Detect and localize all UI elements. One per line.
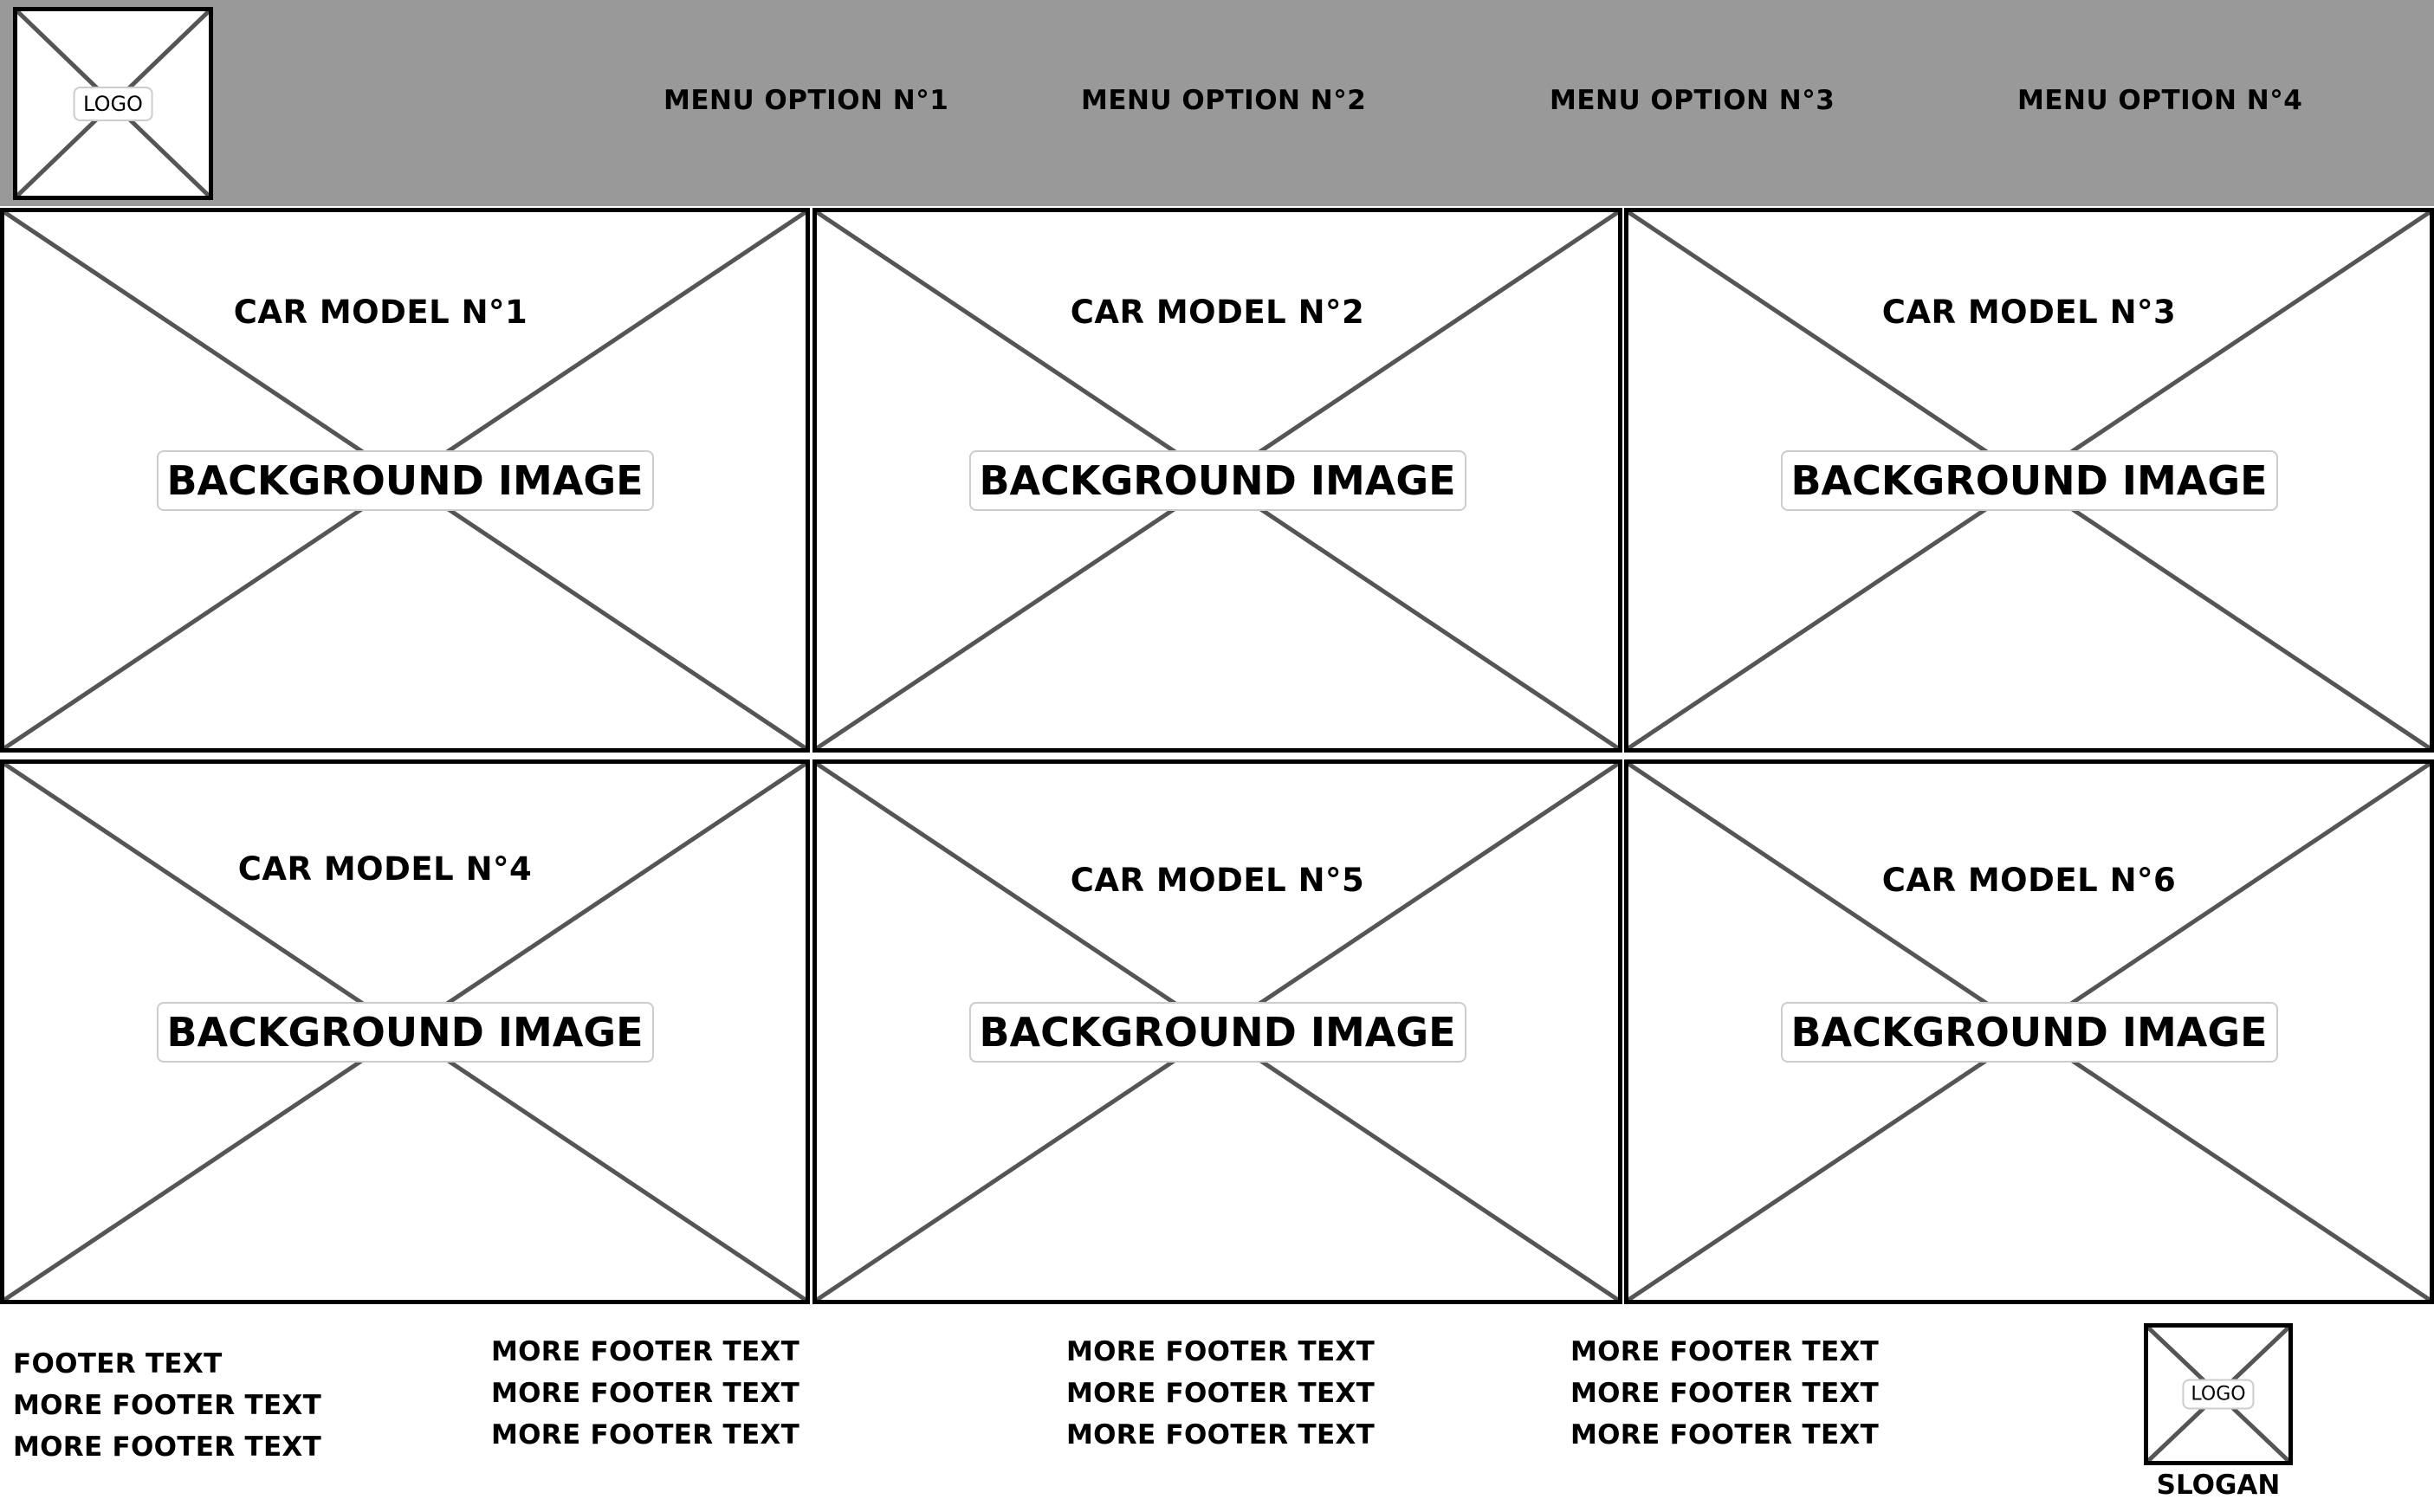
car-model-title: CAR MODEL N°1 <box>233 294 528 331</box>
footer-column-3: MORE FOOTER TEXT MORE FOOTER TEXT MORE F… <box>1066 1331 1375 1456</box>
footer-text: MORE FOOTER TEXT <box>13 1390 322 1421</box>
menu-option-4[interactable]: MENU OPTION N°4 <box>2017 85 2303 116</box>
footer-logo[interactable]: LOGO <box>2144 1323 2293 1465</box>
background-image-label: BACKGROUND IMAGE <box>156 1001 654 1063</box>
car-model-title: CAR MODEL N°2 <box>1070 294 1365 331</box>
car-model-title: CAR MODEL N°4 <box>237 850 533 888</box>
car-model-card-2[interactable]: CAR MODEL N°2 BACKGROUND IMAGE <box>812 208 1622 753</box>
logo-label: LOGO <box>2182 1379 2255 1410</box>
footer-text: MORE FOOTER TEXT <box>491 1336 800 1367</box>
footer-slogan: SLOGAN <box>2156 1470 2281 1501</box>
background-image-label: BACKGROUND IMAGE <box>1780 1001 2278 1063</box>
car-model-title: CAR MODEL N°5 <box>1070 862 1365 899</box>
footer-text: FOOTER TEXT <box>13 1348 223 1380</box>
footer-text: MORE FOOTER TEXT <box>491 1419 800 1451</box>
car-model-card-1[interactable]: CAR MODEL N°1 BACKGROUND IMAGE <box>0 208 810 753</box>
footer-column-2: MORE FOOTER TEXT MORE FOOTER TEXT MORE F… <box>491 1331 799 1456</box>
car-model-card-6[interactable]: CAR MODEL N°6 BACKGROUND IMAGE <box>1624 759 2434 1304</box>
footer-column-1: FOOTER TEXT MORE FOOTER TEXT MORE FOOTER… <box>13 1343 321 1468</box>
footer-text: MORE FOOTER TEXT <box>491 1378 800 1409</box>
footer-text: MORE FOOTER TEXT <box>1066 1336 1376 1367</box>
car-model-card-4[interactable]: CAR MODEL N°4 BACKGROUND IMAGE <box>0 759 810 1304</box>
footer-text: MORE FOOTER TEXT <box>1570 1378 1880 1409</box>
car-model-title: CAR MODEL N°3 <box>1881 294 2177 331</box>
menu-option-1[interactable]: MENU OPTION N°1 <box>664 85 949 116</box>
footer-text: MORE FOOTER TEXT <box>1570 1419 1880 1451</box>
footer-text: MORE FOOTER TEXT <box>13 1431 322 1463</box>
menu-option-3[interactable]: MENU OPTION N°3 <box>1550 85 1835 116</box>
footer-text: MORE FOOTER TEXT <box>1066 1419 1376 1451</box>
menu-option-2[interactable]: MENU OPTION N°2 <box>1081 85 1367 116</box>
background-image-label: BACKGROUND IMAGE <box>968 449 1466 511</box>
car-model-card-3[interactable]: CAR MODEL N°3 BACKGROUND IMAGE <box>1624 208 2434 753</box>
car-model-card-5[interactable]: CAR MODEL N°5 BACKGROUND IMAGE <box>812 759 1622 1304</box>
header-logo[interactable]: LOGO <box>13 7 213 200</box>
background-image-label: BACKGROUND IMAGE <box>968 1001 1466 1063</box>
header-bar: LOGO MENU OPTION N°1 MENU OPTION N°2 MEN… <box>0 0 2434 206</box>
footer-text: MORE FOOTER TEXT <box>1066 1378 1376 1409</box>
car-model-title: CAR MODEL N°6 <box>1881 862 2177 899</box>
logo-label: LOGO <box>73 86 153 121</box>
footer-text: MORE FOOTER TEXT <box>1570 1336 1880 1367</box>
footer-column-4: MORE FOOTER TEXT MORE FOOTER TEXT MORE F… <box>1570 1331 1879 1456</box>
background-image-label: BACKGROUND IMAGE <box>156 449 654 511</box>
background-image-label: BACKGROUND IMAGE <box>1780 449 2278 511</box>
